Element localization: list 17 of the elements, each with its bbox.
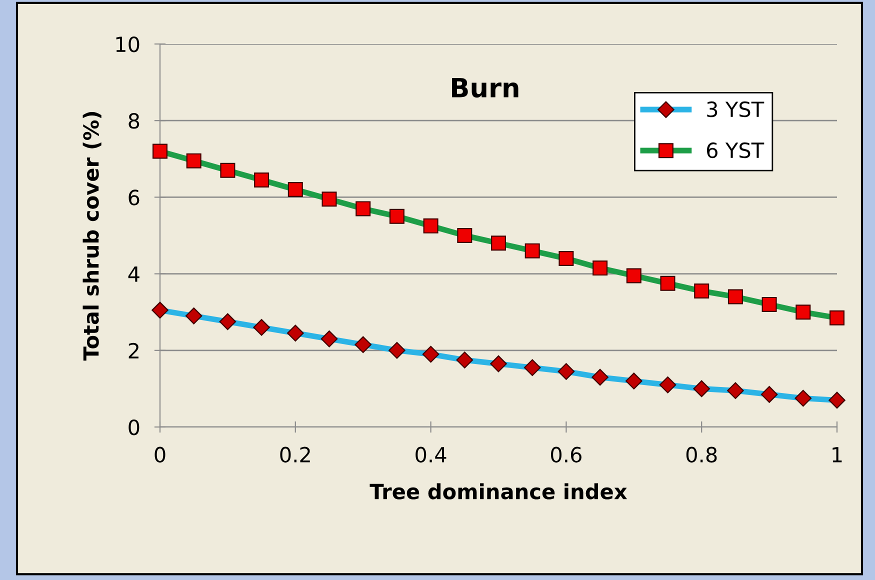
x-tick-label: 0.2 [280, 446, 310, 463]
y-tick-label: 0 [128, 419, 140, 436]
x-tick-label: 0 [154, 446, 166, 463]
y-tick-label: 4 [128, 266, 140, 282]
x-tick-label: 0.6 [551, 446, 582, 463]
legend-label: 6 YST [706, 142, 764, 158]
x-tick-label: 1 [832, 447, 842, 462]
x-tick-label: 0.8 [686, 446, 717, 463]
y-tick-label: 8 [128, 113, 140, 129]
y-tick-label: 6 [128, 190, 140, 206]
text: Burn [452, 78, 518, 98]
x-tick-label: 0.4 [416, 446, 446, 463]
y-axis-title: Total shrub cover (%) [82, 112, 102, 361]
x-axis-title: Tree dominance index [370, 483, 628, 500]
y-tick-label: 10 [116, 36, 140, 52]
y-tick-label: 2 [128, 342, 138, 358]
legend-label: 3 YST [707, 101, 764, 118]
